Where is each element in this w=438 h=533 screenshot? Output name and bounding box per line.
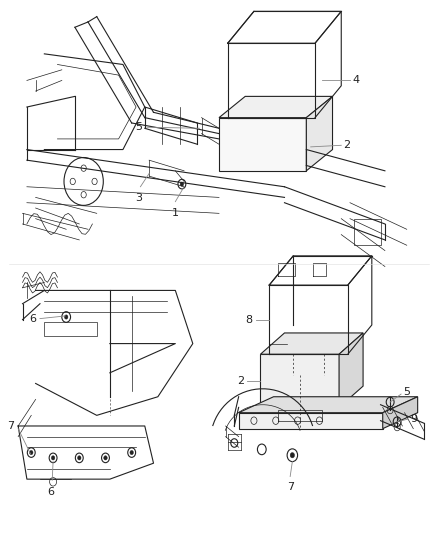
Polygon shape <box>306 96 332 171</box>
Circle shape <box>29 450 33 455</box>
Polygon shape <box>219 118 306 171</box>
Text: 7: 7 <box>286 482 294 492</box>
Text: 2: 2 <box>343 140 350 150</box>
Polygon shape <box>239 397 418 413</box>
Text: 2: 2 <box>237 376 244 386</box>
Polygon shape <box>239 413 383 429</box>
Circle shape <box>130 450 134 455</box>
Circle shape <box>78 456 81 460</box>
Polygon shape <box>383 397 418 429</box>
Circle shape <box>51 456 55 460</box>
Circle shape <box>104 456 107 460</box>
Text: 9: 9 <box>410 414 417 424</box>
Text: 6: 6 <box>29 313 36 324</box>
Polygon shape <box>261 333 363 354</box>
Bar <box>44 322 97 336</box>
Text: 7: 7 <box>7 421 14 431</box>
Circle shape <box>290 453 294 458</box>
Circle shape <box>64 315 68 319</box>
Text: 3: 3 <box>135 193 142 203</box>
Bar <box>354 219 381 245</box>
Polygon shape <box>261 354 339 407</box>
Text: 8: 8 <box>245 314 253 325</box>
Polygon shape <box>219 96 332 118</box>
Text: 1: 1 <box>172 208 179 218</box>
Text: 6: 6 <box>47 487 54 497</box>
Text: 4: 4 <box>352 76 359 85</box>
Polygon shape <box>339 333 363 407</box>
Text: 5: 5 <box>403 387 410 398</box>
Circle shape <box>180 182 184 186</box>
Text: 5: 5 <box>136 122 143 132</box>
